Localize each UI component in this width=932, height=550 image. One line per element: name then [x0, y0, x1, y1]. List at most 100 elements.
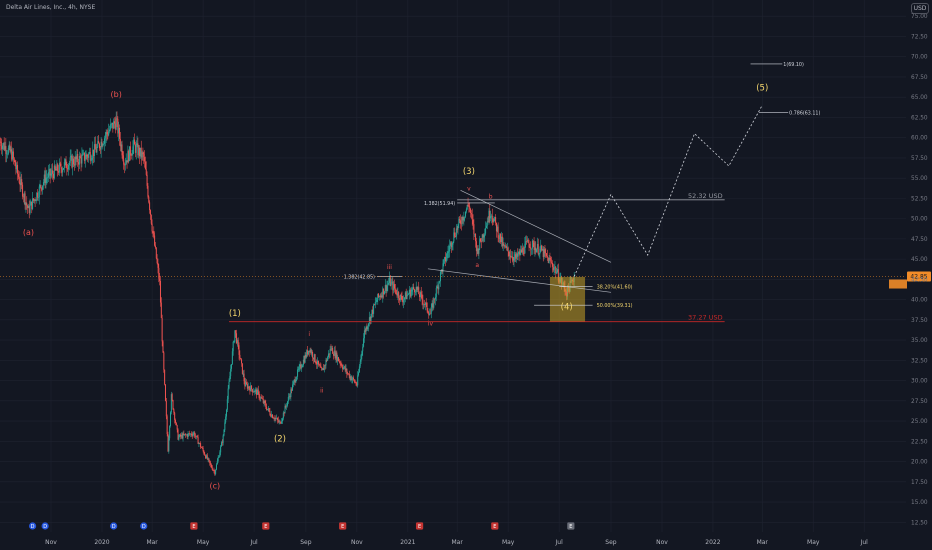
candle-body[interactable] [159, 278, 161, 281]
candle-body[interactable] [413, 286, 415, 290]
candle-body[interactable] [217, 457, 219, 461]
candle-body[interactable] [423, 304, 425, 305]
candle-body[interactable] [287, 401, 289, 406]
candle-body[interactable] [322, 368, 324, 371]
candle-body[interactable] [381, 295, 383, 298]
candle-body[interactable] [535, 247, 537, 253]
candle-body[interactable] [356, 384, 358, 386]
candle-body[interactable] [89, 151, 91, 161]
candle-body[interactable] [56, 164, 58, 171]
candle-body[interactable] [409, 289, 411, 297]
candle-body[interactable] [152, 231, 154, 233]
candle-body[interactable] [505, 246, 507, 248]
candle-body[interactable] [334, 350, 336, 359]
candle-body[interactable] [37, 197, 39, 198]
candle-body[interactable] [187, 433, 189, 437]
candle-body[interactable] [272, 417, 274, 419]
candle-body[interactable] [359, 361, 361, 367]
candle-body[interactable] [119, 138, 121, 147]
candle-body[interactable] [474, 233, 476, 235]
candle-body[interactable] [530, 247, 532, 250]
candle-body[interactable] [524, 243, 526, 254]
candle-body[interactable] [32, 198, 34, 201]
candle-body[interactable] [174, 412, 176, 420]
earnings-marker[interactable] [491, 522, 499, 530]
candle-body[interactable] [27, 205, 29, 209]
candle-body[interactable] [179, 434, 181, 437]
earnings-marker[interactable] [415, 522, 424, 530]
candle-body[interactable] [83, 152, 85, 154]
candle-body[interactable] [102, 144, 104, 147]
candle-body[interactable] [368, 317, 370, 324]
candle-body[interactable] [338, 361, 340, 362]
candle-body[interactable] [110, 124, 112, 125]
candle-body[interactable] [26, 202, 28, 206]
candle-body[interactable] [454, 232, 456, 237]
candle-body[interactable] [61, 168, 63, 173]
candle-body[interactable] [388, 277, 390, 283]
candle-body[interactable] [432, 303, 434, 308]
candle-body[interactable] [414, 292, 416, 293]
candle-body[interactable] [70, 156, 72, 158]
candle-body[interactable] [424, 302, 426, 305]
candle-body[interactable] [315, 361, 317, 364]
candle-body[interactable] [475, 241, 477, 252]
candle-body[interactable] [285, 405, 287, 407]
candle-body[interactable] [418, 287, 420, 295]
candle-body[interactable] [539, 248, 541, 254]
candle-body[interactable] [156, 258, 158, 264]
candle-body[interactable] [309, 349, 311, 352]
candle-body[interactable] [168, 438, 170, 452]
candle-body[interactable] [185, 434, 187, 435]
candle-body[interactable] [31, 201, 33, 210]
candle-body[interactable] [20, 179, 22, 186]
candle-body[interactable] [247, 386, 249, 389]
candle-body[interactable] [383, 288, 385, 295]
candle-body[interactable] [6, 153, 8, 155]
candle-body[interactable] [39, 185, 41, 187]
candle-body[interactable] [552, 266, 554, 270]
candle-body[interactable] [508, 251, 510, 256]
candle-body[interactable] [281, 418, 283, 422]
candle-body[interactable] [409, 289, 411, 294]
candle-body[interactable] [59, 163, 61, 164]
candle-body[interactable] [191, 434, 193, 436]
candle-body[interactable] [138, 147, 140, 156]
candle-body[interactable] [402, 300, 404, 303]
candle-body[interactable] [316, 363, 318, 365]
candle-body[interactable] [363, 338, 365, 347]
candle-body[interactable] [15, 165, 17, 170]
candle-body[interactable] [307, 350, 309, 355]
candle-body[interactable] [288, 396, 290, 398]
candle-body[interactable] [264, 400, 266, 404]
candle-body[interactable] [490, 215, 492, 217]
candle-body[interactable] [161, 318, 163, 342]
candle-body[interactable] [124, 163, 126, 166]
candle-body[interactable] [538, 253, 540, 255]
candle-body[interactable] [125, 160, 127, 164]
candle-body[interactable] [389, 277, 391, 286]
candle-body[interactable] [129, 146, 131, 162]
candle-body[interactable] [145, 169, 147, 175]
candle-body[interactable] [108, 129, 110, 132]
candle-body[interactable] [271, 414, 273, 417]
candle-body[interactable] [2, 143, 4, 146]
candle-body[interactable] [94, 144, 96, 150]
candle-body[interactable] [534, 247, 536, 251]
candle-body[interactable] [111, 122, 113, 125]
candle-body[interactable] [88, 153, 90, 158]
candle-body[interactable] [358, 372, 360, 376]
candle-body[interactable] [183, 433, 185, 435]
candle-body[interactable] [260, 397, 262, 399]
candle-body[interactable] [399, 298, 401, 301]
candle-body[interactable] [555, 267, 557, 274]
candle-body[interactable] [170, 412, 172, 426]
candle-body[interactable] [512, 258, 514, 261]
candle-body[interactable] [128, 151, 130, 162]
candle-body[interactable] [463, 218, 465, 221]
candle-body[interactable] [384, 285, 386, 292]
candle-body[interactable] [354, 382, 356, 383]
candle-body[interactable] [300, 364, 302, 369]
candle-body[interactable] [28, 205, 30, 214]
candle-body[interactable] [246, 382, 248, 385]
